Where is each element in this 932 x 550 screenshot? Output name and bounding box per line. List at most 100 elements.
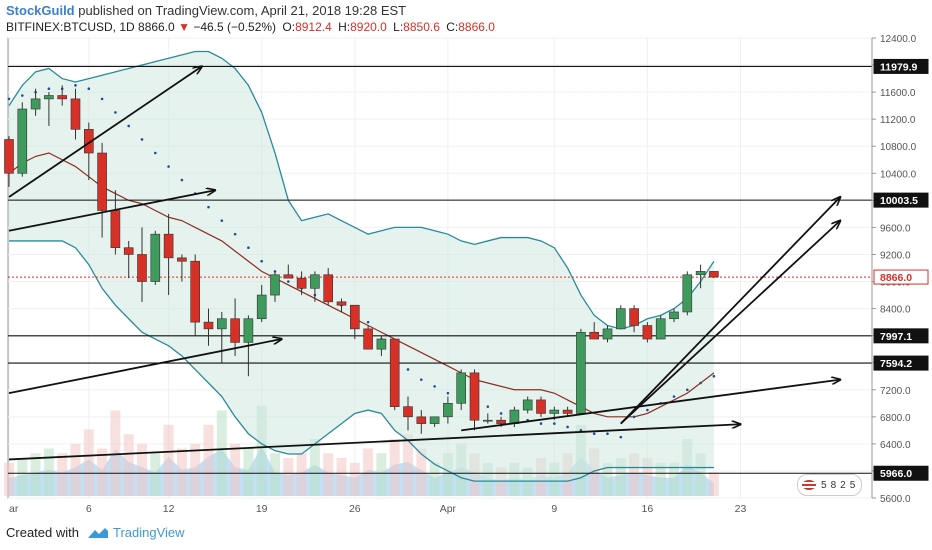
candle-body xyxy=(310,274,320,289)
volume-bar xyxy=(695,453,706,496)
sar-dot xyxy=(606,432,609,436)
candle-body xyxy=(57,95,68,100)
volume-bar xyxy=(70,443,81,496)
volume-bar xyxy=(615,458,626,496)
volume-bar xyxy=(190,443,201,496)
x-tick-label: 26 xyxy=(349,503,361,515)
price-tag xyxy=(873,465,929,481)
us-flag-icon xyxy=(802,480,816,490)
candle-body xyxy=(549,409,560,414)
volume-bar xyxy=(123,434,134,496)
price-tag xyxy=(873,58,929,74)
candle-body xyxy=(655,318,666,340)
volume-bar xyxy=(243,448,254,496)
candle-body xyxy=(97,152,107,211)
y-tick-label: 6400.0 xyxy=(880,440,911,451)
time-axis: ar 6 12 19 26 Apr 9 16 23 xyxy=(9,503,746,515)
candle-body xyxy=(70,98,81,130)
sar-dot xyxy=(167,165,170,168)
candle-body xyxy=(469,372,480,421)
candle-body xyxy=(389,338,400,407)
volume-bar xyxy=(4,462,14,496)
candle-body xyxy=(642,325,653,340)
volume-bar xyxy=(203,424,214,496)
sar-dot xyxy=(672,395,676,398)
candle-body xyxy=(336,301,347,306)
price-tag-label: 5966.0 xyxy=(880,468,912,480)
sar-dot xyxy=(632,415,636,419)
volume-bar xyxy=(150,453,161,496)
sar-dot xyxy=(566,425,569,429)
x-tick-label: 12 xyxy=(163,503,175,515)
candle-body xyxy=(110,210,121,249)
volume-bar xyxy=(17,458,28,496)
sar-dot xyxy=(553,422,556,425)
volume-bar xyxy=(522,467,533,496)
candle-body xyxy=(30,98,41,110)
volume-bar xyxy=(349,462,360,496)
close-value: 8866.0 xyxy=(458,20,495,34)
volume-bar xyxy=(216,410,227,496)
candle-body xyxy=(4,139,14,174)
low-value: 8850.6 xyxy=(403,20,440,34)
event-count-4: 5 xyxy=(849,479,856,491)
volume-bar xyxy=(363,448,374,496)
footer: Created with TradingView xyxy=(6,525,185,540)
volume-bar xyxy=(163,424,174,496)
sar-dot xyxy=(433,385,436,388)
y-tick-label: 11600.0 xyxy=(880,88,916,99)
price-tag-label: 8866.0 xyxy=(880,272,912,284)
candle-body xyxy=(123,247,134,255)
sar-dot xyxy=(114,111,117,114)
volume-bar xyxy=(43,448,54,496)
sar-dot xyxy=(712,374,716,378)
sar-dot xyxy=(47,87,51,91)
sar-dot xyxy=(207,205,210,209)
y-tick-label: 9200.0 xyxy=(880,250,911,261)
volume-bar xyxy=(309,439,320,496)
volume-bar xyxy=(442,453,453,496)
publisher-name[interactable]: StockGuild xyxy=(6,3,75,18)
candle-body xyxy=(296,277,307,289)
chart-header-quote: BITFINEX:BTCUSD, 1D 8866.0 ▼ −46.5 (−0.5… xyxy=(6,20,495,34)
trend-arrow xyxy=(8,190,215,232)
price-tag xyxy=(873,269,929,285)
x-tick-label: 16 xyxy=(642,503,654,515)
volume-bar xyxy=(403,434,413,496)
band-lower-line xyxy=(9,240,714,482)
sar-dot xyxy=(646,408,649,412)
event-count-1: 5 xyxy=(821,479,827,491)
trend-arrow xyxy=(8,424,741,461)
band-upper-line xyxy=(8,50,715,330)
x-tick-label: 23 xyxy=(735,503,747,515)
sar-dot xyxy=(21,94,24,97)
tradingview-link[interactable]: TradingView xyxy=(112,525,185,540)
candle-body xyxy=(709,271,719,278)
x-tick-label: 19 xyxy=(256,503,268,515)
volume-bar xyxy=(629,453,640,496)
volume-bar xyxy=(137,443,147,496)
candle-body xyxy=(177,257,187,262)
candle-body xyxy=(376,338,387,350)
price-tag-label: 7997.1 xyxy=(880,331,912,343)
candle-body xyxy=(163,233,174,259)
economic-events-badge[interactable]: 5 8 2 5 xyxy=(797,474,863,496)
price-tag xyxy=(873,192,929,208)
candle-body xyxy=(217,318,227,330)
band-fill xyxy=(9,51,714,482)
candle-body xyxy=(349,304,360,330)
y-tick-label: 11200.0 xyxy=(880,115,916,126)
volume-bar xyxy=(30,453,41,496)
sar-dot xyxy=(154,151,157,155)
trend-arrow xyxy=(620,221,840,425)
x-tick-label: 9 xyxy=(551,503,557,515)
volume-bar xyxy=(376,453,387,496)
candle-body xyxy=(536,399,546,414)
sar-dot xyxy=(619,435,623,439)
candle-body xyxy=(429,416,440,424)
tradingview-logo-icon xyxy=(87,527,108,538)
symbol-label[interactable]: BITFINEX:BTCUSD, 1D xyxy=(6,20,135,34)
sar-dot xyxy=(592,432,596,436)
sar-dot xyxy=(539,422,543,425)
